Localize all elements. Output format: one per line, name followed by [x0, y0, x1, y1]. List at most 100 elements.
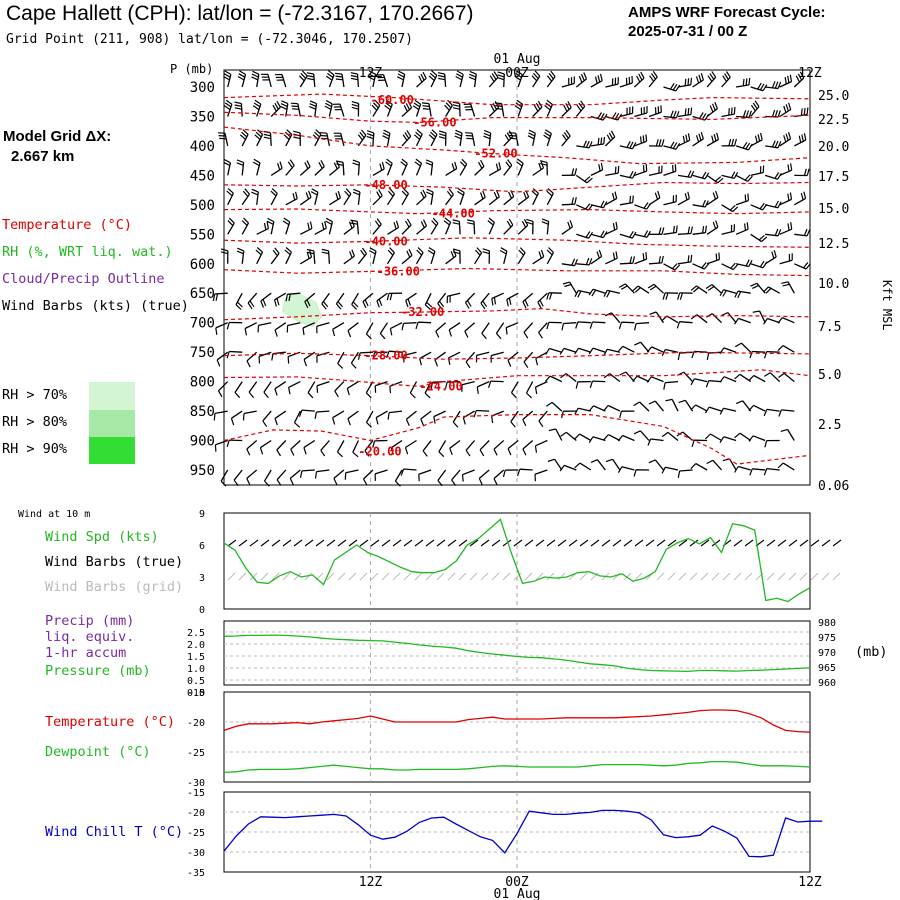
wind-barb-feather: [523, 191, 527, 199]
wind-barb-feather: [614, 191, 618, 199]
wind-barb: [723, 289, 737, 294]
wind-barb-feather: [304, 301, 309, 309]
wind-barb-feather: [640, 71, 645, 79]
wind-barb-feather: [691, 440, 695, 448]
wind-barb: [473, 74, 477, 88]
wind-barb: [365, 322, 374, 335]
wind-barb: [605, 197, 618, 206]
true-wind-barb: [634, 539, 644, 547]
wind-barb-feather: [283, 217, 291, 223]
wind-tick-label: 3: [199, 573, 205, 584]
wind-barb-feather: [528, 132, 536, 137]
wind-barb-feather: [438, 300, 445, 308]
wind-barb-feather: [414, 161, 421, 167]
grid-wind-barb: [513, 572, 522, 581]
wind-barb-feather: [263, 136, 271, 140]
wind-barb: [753, 404, 766, 412]
wind-barb-feather: [585, 140, 590, 148]
wind-barb: [577, 321, 591, 324]
wind-barb-feather: [251, 191, 259, 196]
wind-barb-feather: [494, 102, 502, 105]
wind-barb-feather: [505, 327, 508, 335]
wind-barb: [579, 462, 592, 471]
wind-barb: [696, 285, 708, 294]
wind-barb-feather: [293, 130, 301, 134]
wind-barb: [346, 381, 359, 389]
wind-barb: [288, 381, 301, 388]
wind-barb-feather: [543, 134, 550, 140]
wind-barb: [465, 351, 476, 363]
grid-wind-barb: [414, 572, 423, 581]
wind-barb-feather: [500, 247, 508, 252]
wind-chill-panel: -15-20-25-30-35: [187, 788, 823, 879]
wind-barb: [299, 196, 312, 206]
true-wind-barb: [667, 539, 677, 547]
wind-barb: [519, 468, 533, 471]
wind-barb-feather: [647, 283, 655, 289]
isotherm-line: [223, 369, 811, 387]
grid-wind-barb: [832, 572, 841, 581]
wind-barb-feather: [382, 132, 390, 137]
isotherm-label: -40.00: [364, 234, 407, 248]
wind-barb-feather: [260, 300, 265, 308]
wind-barb: [793, 77, 805, 88]
wind-barb-feather: [242, 190, 249, 197]
wind-barb: [490, 380, 504, 383]
wind-barb-feather: [307, 392, 314, 399]
wind-barb: [590, 255, 602, 265]
wind-barb: [227, 192, 234, 206]
wind-barb-feather: [220, 248, 228, 252]
wind-barb: [766, 408, 780, 412]
wind-barb-feather: [251, 76, 259, 81]
wind-barb: [663, 145, 677, 150]
wind-barb-feather: [242, 413, 245, 421]
wind-barb-feather: [357, 352, 361, 360]
wind-barb-feather: [610, 130, 616, 138]
wind-barb: [386, 193, 396, 206]
wind-barb: [480, 292, 490, 304]
wind-barb-feather: [283, 134, 290, 140]
wind-barb: [677, 113, 691, 118]
wind-barb: [303, 351, 316, 360]
legend-precip-accum: 1-hr accum: [45, 645, 127, 661]
wind-barb: [721, 263, 734, 271]
time-label-top: 12Z: [359, 66, 383, 81]
wind-barb-feather: [502, 469, 506, 478]
precip-tick-label: 0.0: [187, 688, 205, 699]
wind-barb-feather: [366, 130, 374, 134]
wind-barb-feather: [806, 107, 809, 115]
true-wind-barb: [238, 539, 248, 547]
wind-barb-feather: [789, 192, 793, 200]
wind-barb-feather: [531, 190, 538, 197]
wind-barb-feather: [469, 73, 477, 78]
wind-barb-feather: [455, 75, 463, 81]
grid-wind-barb: [293, 572, 302, 581]
wind-barb: [767, 317, 780, 324]
wind-barb: [625, 371, 635, 383]
wind-barb: [634, 258, 647, 265]
wind-barb-feather: [685, 134, 688, 142]
wind-barb-feather: [523, 219, 529, 226]
wind-barb-feather: [479, 449, 485, 457]
wind-barb-feather: [634, 341, 641, 346]
wind-barb: [651, 376, 664, 383]
wind-barb-feather: [544, 131, 551, 137]
wind-barb-feather: [234, 101, 242, 105]
grid-wind-barb: [359, 572, 368, 581]
wind-barb-feather: [684, 193, 688, 201]
wind-barb-feather: [425, 162, 433, 166]
wind-barb-feather: [735, 400, 743, 405]
wind-barb: [327, 250, 331, 264]
wind-barb: [503, 73, 505, 88]
wind-barb-feather: [333, 478, 338, 485]
wind-barb: [565, 431, 577, 442]
grid-wind-barb: [282, 572, 291, 581]
wind-barb: [357, 162, 361, 176]
wind-barb-feather: [695, 76, 700, 84]
wind-barb-feather: [464, 330, 469, 338]
wind-barb-feather: [359, 131, 365, 139]
wind-barb: [287, 351, 301, 358]
temperature-line: [223, 709, 811, 733]
wind-barb: [692, 232, 706, 235]
wind-barb: [430, 162, 434, 176]
